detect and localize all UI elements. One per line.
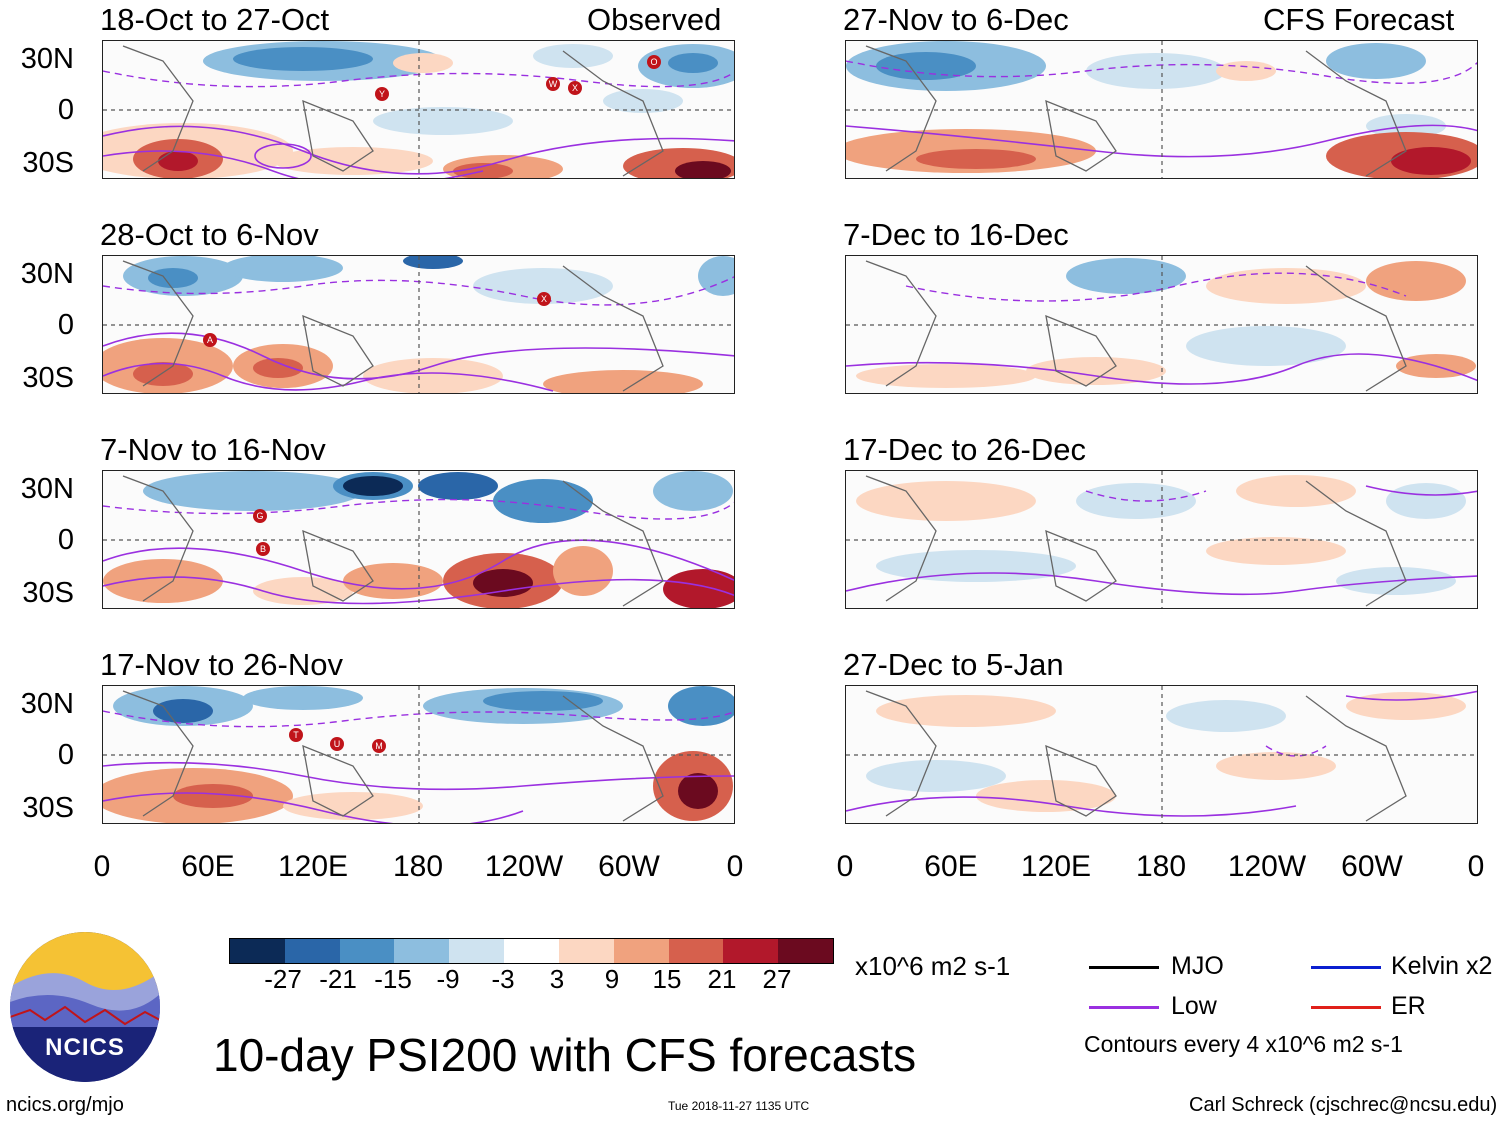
map-observed-3: G B [102,470,735,609]
legend-label-low: Low [1171,992,1217,1020]
colorbar-swatch [394,939,450,963]
xtick-right-360: 0 [1467,850,1485,883]
panel-title-right-3: 17-Dec to 26-Dec [843,432,1086,467]
colorbar-tick: 27 [762,964,792,994]
xtick-right-120e: 120E [1020,850,1092,883]
colorbar-swatch [339,939,395,963]
colorbar-tick: -3 [491,964,515,994]
storm-marker: W [546,77,560,91]
colorbar-tick: 9 [604,964,620,994]
map-forecast-1 [845,40,1478,179]
ytick-eq-row4: 0 [57,739,74,771]
legend-line-mjo [1089,966,1159,969]
map-forecast-2 [845,255,1478,394]
map-forecast-3 [845,470,1478,609]
legend-line-er [1311,1006,1381,1009]
colorbar-tick: -15 [374,964,412,994]
xtick-left-360: 0 [726,850,744,883]
colorbar-tick: 3 [549,964,565,994]
footer-author: Carl Schreck (cjschrec@ncsu.edu) [1189,1094,1498,1116]
colorbar-swatch [778,939,833,963]
xtick-left-180: 180 [392,850,444,883]
colorbar-units: x10^6 m2 s-1 [855,951,1011,981]
ytick-30n-row1: 30N [20,43,74,75]
ytick-30s-row4: 30S [22,792,74,824]
ytick-30n-row4: 30N [20,688,74,720]
panel-title-left-2: 28-Oct to 6-Nov [100,217,319,252]
legend-label-er: ER [1391,992,1426,1020]
footer-url[interactable]: ncics.org/mjo [6,1094,124,1116]
ncics-logo: NCICS [10,932,160,1082]
ytick-30s-row3: 30S [22,577,74,609]
colorbar-swatch [558,939,614,963]
storm-marker: B [256,542,270,556]
logo-text: NCICS [45,1034,125,1061]
xtick-left-60e: 60E [181,850,235,883]
storm-marker: M [372,739,386,753]
map-forecast-4 [845,685,1478,824]
main-title: 10-day PSI200 with CFS forecasts [213,1029,917,1081]
colorbar-swatch [230,939,285,963]
colorbar-swatch [504,939,559,963]
legend-label-kelvin: Kelvin x2 [1391,952,1493,980]
panel-title-left-4: 17-Nov to 26-Nov [100,647,343,682]
xtick-left-0: 0 [93,850,111,883]
footer-timestamp: Tue 2018-11-27 1135 UTC [668,1099,810,1113]
colorbar [229,938,834,964]
storm-marker: T [289,728,303,742]
storm-marker: Y [375,87,389,101]
ytick-eq-row2: 0 [57,309,74,341]
map-observed-1: Y W X O [102,40,735,179]
storm-marker: U [330,737,344,751]
map-observed-4: T U M [102,685,735,824]
xtick-right-180: 180 [1135,850,1187,883]
contour-note: Contours every 4 x10^6 m2 s-1 [1084,1031,1403,1057]
ytick-30s-row2: 30S [22,362,74,394]
legend-line-kelvin [1311,966,1381,969]
forecast-label: CFS Forecast [1263,2,1455,37]
xtick-left-120e: 120E [277,850,349,883]
ytick-eq-row3: 0 [57,524,74,556]
ytick-eq-row1: 0 [57,94,74,126]
colorbar-tick: -9 [436,964,460,994]
colorbar-tick: 21 [707,964,737,994]
ytick-30n-row2: 30N [20,258,74,290]
observed-label: Observed [587,2,722,37]
map-observed-2: A X [102,255,735,394]
xtick-left-60w: 60W [598,850,660,883]
xtick-right-60e: 60E [924,850,978,883]
storm-marker: X [537,292,551,306]
storm-marker: O [647,55,661,69]
colorbar-swatch [613,939,669,963]
ytick-30n-row3: 30N [20,473,74,505]
panel-title-right-1: 27-Nov to 6-Dec [843,2,1069,37]
xtick-right-120w: 120W [1227,850,1307,883]
colorbar-swatch [668,939,724,963]
legend-line-low [1089,1006,1159,1009]
colorbar-tick: -27 [264,964,302,994]
colorbar-swatch [723,939,779,963]
storm-marker: X [568,81,582,95]
colorbar-tick: -21 [319,964,357,994]
panel-title-left-1: 18-Oct to 27-Oct [100,2,330,37]
xtick-right-60w: 60W [1341,850,1403,883]
colorbar-swatch [284,939,340,963]
panel-title-right-2: 7-Dec to 16-Dec [843,217,1069,252]
ytick-30s-row1: 30S [22,147,74,179]
storm-marker: G [253,509,267,523]
colorbar-tick: 15 [652,964,682,994]
colorbar-swatch [449,939,505,963]
xtick-left-120w: 120W [484,850,564,883]
panel-title-right-4: 27-Dec to 5-Jan [843,647,1064,682]
panel-title-left-3: 7-Nov to 16-Nov [100,432,326,467]
storm-marker: A [203,333,217,347]
legend-label-mjo: MJO [1171,952,1224,980]
xtick-right-0: 0 [836,850,854,883]
